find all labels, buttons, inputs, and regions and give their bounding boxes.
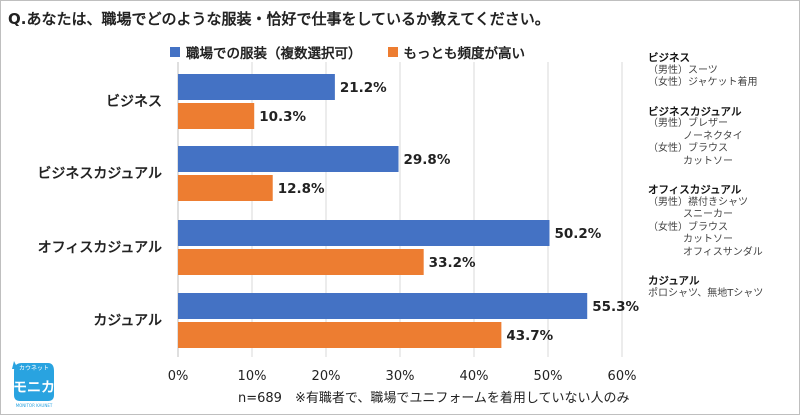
data-label: 33.2% [429, 255, 476, 271]
note-heading: ビジネスカジュアル [648, 105, 742, 118]
legend-label: 職場での服装（複数選択可） [186, 46, 362, 62]
bar [178, 249, 424, 275]
x-tick-label: 50% [534, 369, 563, 384]
bar [178, 293, 588, 319]
note-group: カジュアル ポロシャツ、無地Tシャツ [648, 275, 763, 300]
note-line: ポロシャツ、無地Tシャツ [648, 287, 764, 299]
note-line: （男性）スーツ [648, 64, 718, 76]
x-tick-label: 10% [238, 369, 267, 384]
legend-swatch-blue [170, 47, 180, 57]
note-line: （女性）ブラウス [648, 143, 728, 154]
data-label: 50.2% [554, 226, 601, 242]
svg-text:MONITOR KAUNET: MONITOR KAUNET [16, 403, 53, 408]
footer-note: n=689 ※有職者で、職場でユニフォームを着用していない人のみ [238, 391, 630, 406]
category-notes: ビジネス （男性）スーツ （女性）ジャケット着用 ビジネスカジュアル （男性）ブレザーノ… [648, 52, 763, 316]
data-label: 29.8% [404, 152, 451, 168]
data-label: 12.8% [278, 181, 325, 197]
note-line: （女性）ジャケット着用 [648, 77, 758, 88]
note-heading: ビジネス [648, 52, 690, 64]
bar [178, 220, 550, 246]
note-line: （男性）襟付きシャツ [648, 196, 748, 208]
note-heading: カジュアル [648, 275, 700, 287]
note-heading: オフィスカジュアル [648, 184, 742, 196]
x-tick-label: 40% [460, 369, 489, 384]
note-group: ビジネス （男性）スーツ （女性）ジャケット着用 [648, 52, 763, 90]
x-tick-label: 30% [386, 369, 415, 384]
data-label: 21.2% [340, 80, 387, 96]
bar [178, 146, 399, 172]
note-line: （女性）ブラウス [648, 221, 728, 233]
legend-label: もっとも頻度が高い [403, 46, 526, 62]
note-line: カットソー [683, 155, 733, 167]
svg-text:モニカ: モニカ [13, 380, 55, 396]
category-label: ビジネス [106, 94, 162, 110]
monica-logo: カウネット モニカ MONITOR KAUNET [12, 361, 55, 408]
legend-item-multi: 職場での服装（複数選択可） [170, 42, 362, 62]
svg-text:カウネット: カウネット [19, 364, 49, 372]
legend: 職場での服装（複数選択可） もっとも頻度が高い [170, 42, 525, 62]
category-label: ビジネスカジュアル [37, 166, 162, 182]
legend-item-most: もっとも頻度が高い [387, 42, 526, 62]
x-tick-label: 20% [312, 369, 341, 384]
bar [178, 322, 502, 348]
legend-swatch-orange [387, 47, 398, 57]
x-tick-label: 60% [608, 369, 637, 384]
data-label: 55.3% [592, 299, 639, 315]
note-group: オフィスカジュアル （男性）襟付きシャツ スニーカー （女性）ブラウス カットソー オフィ… [648, 184, 763, 259]
note-group: ビジネスカジュアル （男性）ブレザー ノーネクタイ （女性）ブラウス カットソー [648, 106, 763, 169]
note-line: カットソー [683, 234, 733, 245]
chart-title: Q.あなたは、職場でどのような服装・恰好で仕事をしているか教えてください。 [8, 10, 550, 28]
category-label: カジュアル [93, 313, 162, 329]
note-line: スニーカー [683, 209, 733, 220]
bar [178, 175, 273, 201]
note-line: ノーネクタイ [683, 130, 743, 142]
data-label: 43.7% [506, 328, 553, 344]
note-line: オフィスサンダル [683, 246, 763, 258]
x-tick-label: 0% [168, 369, 189, 384]
bar [178, 103, 255, 129]
bar [178, 74, 335, 100]
data-label: 10.3% [259, 109, 306, 125]
note-line: （男性）ブレザー [648, 118, 728, 129]
category-label: オフィスカジュアル [38, 240, 162, 256]
